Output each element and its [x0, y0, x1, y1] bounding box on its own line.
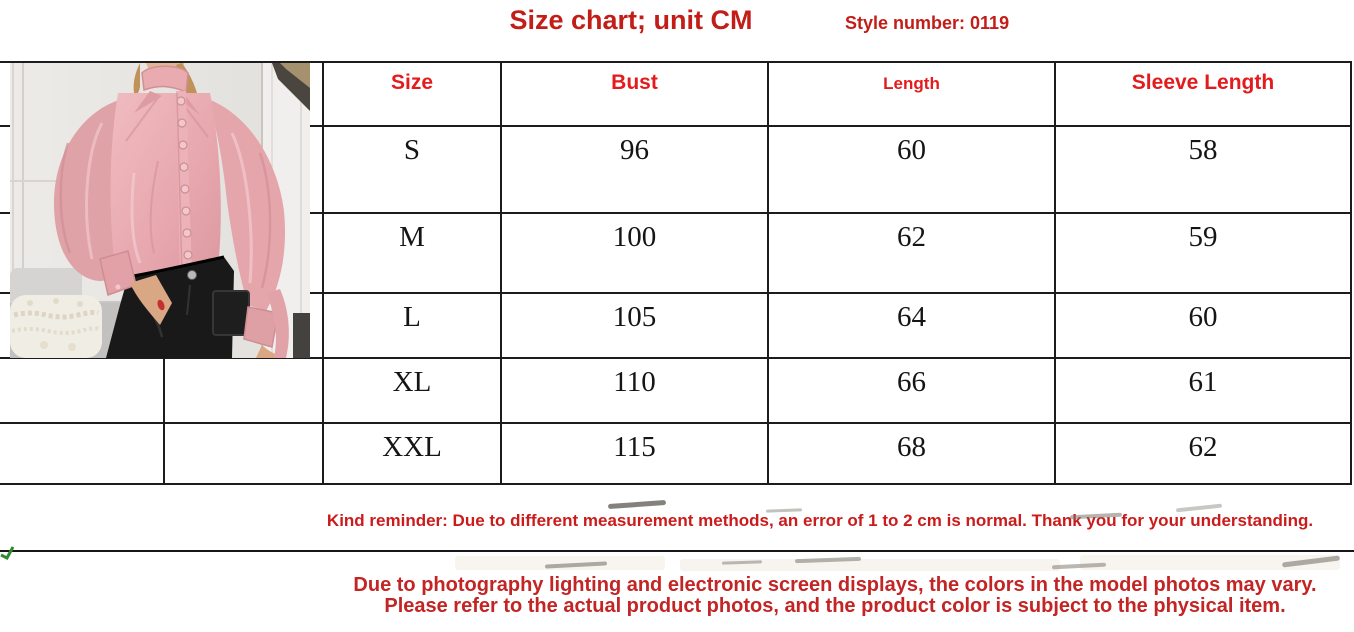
- length-cell: 62: [767, 212, 1056, 294]
- artifact-green-mark: [0, 546, 14, 560]
- table-row-l: L 105 64 60: [0, 292, 1352, 359]
- product-photo: [10, 63, 310, 358]
- empty-cell: [163, 422, 324, 485]
- artifact-smudge: [1281, 555, 1341, 568]
- artifact-smudge: [544, 561, 608, 569]
- size-cell: M: [322, 212, 502, 294]
- artifact-smudge: [1080, 555, 1340, 570]
- bust-cell: 100: [500, 212, 769, 294]
- empty-cell: [0, 422, 165, 485]
- empty-cell: [0, 357, 165, 424]
- color-disclaimer-line1: Due to photography lighting and electron…: [353, 574, 1317, 596]
- table-row-xl: XL 110 66 61: [0, 357, 1352, 424]
- sleeve-length-cell: 62: [1054, 422, 1352, 485]
- artifact-smudge: [1051, 562, 1107, 570]
- artifact-smudge: [721, 560, 763, 565]
- style-number: Style number: 0119: [845, 13, 1010, 33]
- divider-line: [0, 550, 1354, 552]
- artifact-smudge: [794, 556, 862, 564]
- artifact-smudge: [455, 556, 665, 570]
- size-cell: XL: [322, 357, 502, 424]
- sleeve-length-cell: 60: [1054, 292, 1352, 359]
- bust-cell: 115: [500, 422, 769, 485]
- sleeve-length-cell: 61: [1054, 357, 1352, 424]
- color-disclaimer: Due to photography lighting and electron…: [316, 575, 1354, 617]
- size-cell: S: [322, 125, 502, 214]
- color-disclaimer-line2: Please refer to the actual product photo…: [384, 595, 1286, 617]
- column-header-length: Length: [767, 61, 1056, 127]
- column-header-sleeve-length: Sleeve Length: [1054, 61, 1352, 127]
- table-row-xxl: XXL 115 68 62: [0, 422, 1352, 485]
- table-header-row: Size Bust Length Sleeve Length: [0, 61, 1352, 127]
- size-cell: L: [322, 292, 502, 359]
- column-header-size: Size: [322, 61, 502, 127]
- size-table: Size Bust Length Sleeve Length S 96 60 5…: [0, 61, 1352, 485]
- bust-cell: 96: [500, 125, 769, 214]
- bust-cell: 105: [500, 292, 769, 359]
- bust-cell: 110: [500, 357, 769, 424]
- artifact-smudge: [680, 559, 1060, 571]
- artifact-smudge: [607, 499, 667, 510]
- length-cell: 64: [767, 292, 1056, 359]
- empty-cell: [163, 357, 324, 424]
- sleeve-length-cell: 58: [1054, 125, 1352, 214]
- sleeve-length-cell: 59: [1054, 212, 1352, 294]
- page-title: Size chart; unit CM: [509, 5, 753, 35]
- length-cell: 66: [767, 357, 1056, 424]
- column-header-bust: Bust: [500, 61, 769, 127]
- length-cell: 68: [767, 422, 1056, 485]
- length-cell: 60: [767, 125, 1056, 214]
- kind-reminder-note: Kind reminder: Due to different measurem…: [326, 511, 1314, 530]
- size-cell: XXL: [322, 422, 502, 485]
